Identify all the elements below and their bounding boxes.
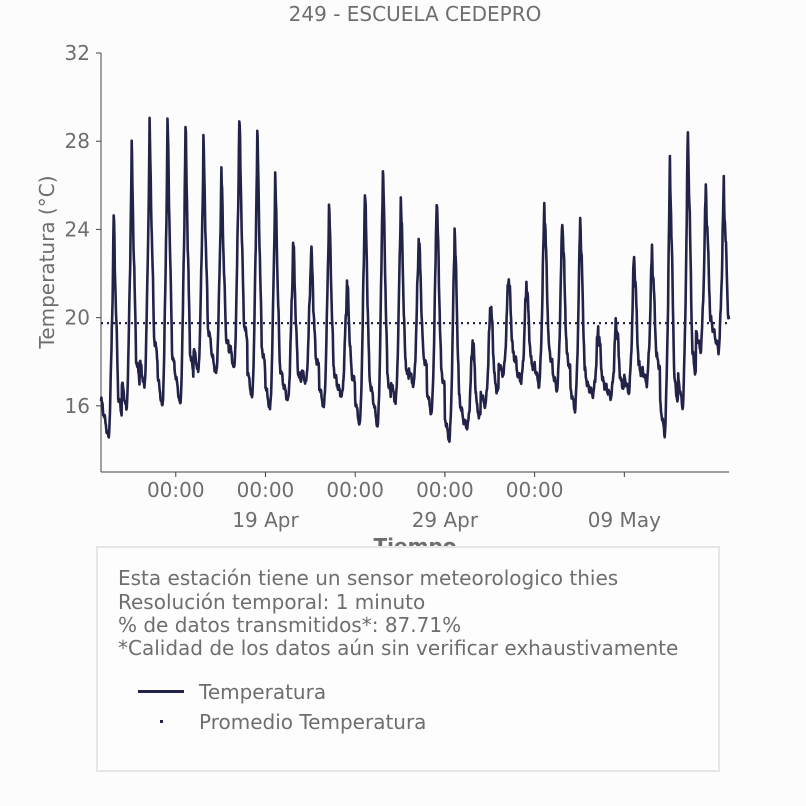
x-date-label: 29 Apr <box>412 508 479 532</box>
y-tick-label: 16 <box>65 394 90 418</box>
chart-title: 249 - ESCUELA CEDEPRO <box>289 2 542 26</box>
temperature-chart: 249 - ESCUELA CEDEPRO Temperatura (°C) T… <box>35 2 731 546</box>
info-sensor-text: Esta estación tiene un sensor meteorolog… <box>118 566 619 590</box>
legend-label-temperatura: Temperatura <box>199 680 327 704</box>
x-tick-label: 00:00 <box>237 478 295 502</box>
y-tick-label: 20 <box>65 306 90 330</box>
x-tick-label: 00:00 <box>506 478 564 502</box>
legend-dot-swatch <box>160 720 163 723</box>
y-axis-label: Temperatura (°C) <box>35 175 59 349</box>
x-tick-label: 00:00 <box>326 478 384 502</box>
x-date-label: 09 May <box>588 508 661 532</box>
y-tick-label: 32 <box>65 41 90 65</box>
legend-line-swatch <box>138 690 184 693</box>
info-resolution-text: Resolución temporal: 1 minuto <box>118 590 426 614</box>
temperature-series-line <box>99 116 731 443</box>
x-tick-label: 00:00 <box>147 478 205 502</box>
info-quality-note: *Calidad de los datos aún sin verificar … <box>118 636 679 660</box>
info-data-transmitted-text: % de datos transmitidos*: 87.71% <box>118 613 462 637</box>
x-tick-label: 00:00 <box>416 478 474 502</box>
y-tick-label: 24 <box>65 217 90 241</box>
x-axis-label: Tiempo <box>374 534 457 546</box>
legend-label-promedio: Promedio Temperatura <box>199 710 427 734</box>
info-box: Esta estación tiene un sensor meteorolog… <box>96 546 720 772</box>
y-tick-label: 28 <box>65 129 90 153</box>
x-date-label: 19 Apr <box>232 508 299 532</box>
